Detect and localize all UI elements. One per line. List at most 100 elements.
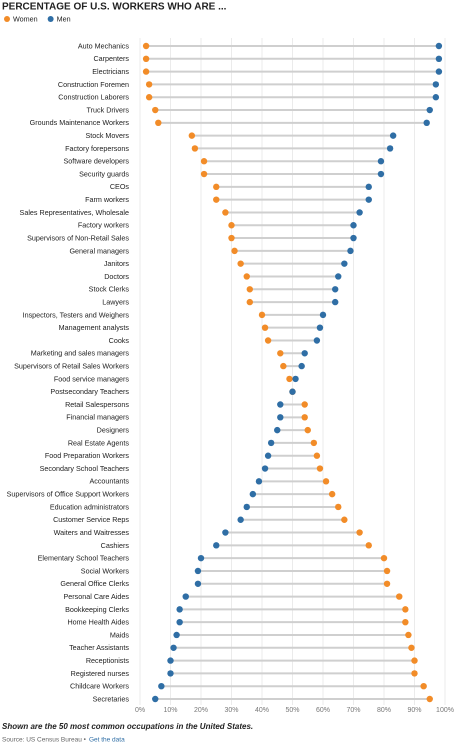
- dot: [435, 55, 443, 63]
- legend-swatch: [4, 16, 10, 22]
- dot: [213, 196, 220, 203]
- dot: [264, 337, 272, 344]
- dot: [145, 94, 153, 101]
- y-tick-label: Food service managers: [54, 374, 130, 383]
- dot: [365, 196, 372, 203]
- y-tick-label: Auto Mechanics: [78, 41, 130, 50]
- source: Source: US Census Bureau •: [2, 737, 87, 744]
- dot: [319, 311, 327, 319]
- dot: [264, 452, 272, 459]
- dot: [280, 362, 287, 370]
- dot: [423, 119, 430, 127]
- y-tick-label: Security guards: [79, 169, 129, 178]
- y-tick-label: Janitors: [104, 259, 130, 268]
- chart-note: Shown are the 50 most common occupations…: [2, 722, 253, 731]
- dot: [313, 337, 321, 344]
- legend-label: Women: [13, 14, 38, 23]
- dot: [435, 68, 443, 75]
- dot: [316, 324, 324, 331]
- source-link[interactable]: Get the data: [89, 737, 125, 744]
- chart-title: PERCENTAGE OF U.S. WORKERS WHO ARE ...: [2, 2, 227, 13]
- dot: [432, 81, 440, 88]
- legend-label: Men: [57, 14, 71, 23]
- dot: [228, 222, 235, 229]
- dot: [277, 414, 284, 421]
- dot: [301, 414, 308, 421]
- dot: [365, 183, 372, 191]
- dot: [170, 644, 177, 651]
- y-tick-label: Receptionists: [86, 656, 130, 665]
- dot: [176, 606, 183, 613]
- dot: [249, 490, 257, 498]
- y-tick-label: Doctors: [104, 272, 129, 281]
- dot: [322, 478, 330, 485]
- y-tick-label: Software developers: [63, 157, 129, 166]
- dot: [411, 657, 418, 664]
- x-tick-label: 20%: [194, 707, 208, 714]
- dot: [332, 286, 339, 293]
- x-tick-label: 100%: [436, 707, 454, 714]
- y-tick-label: Secretaries: [93, 694, 130, 703]
- dot: [304, 426, 311, 434]
- dot: [328, 490, 336, 498]
- dot: [426, 106, 433, 114]
- dot: [347, 247, 354, 255]
- y-tick-label: Construction Foremen: [58, 80, 129, 89]
- dot: [155, 119, 162, 127]
- y-tick-label: Teacher Assistants: [69, 643, 129, 652]
- dot: [142, 55, 150, 63]
- y-tick-label: Marketing and sales managers: [31, 349, 130, 358]
- dot: [194, 580, 202, 587]
- y-tick-label: Supervisors of Retail Sales Workers: [14, 362, 129, 371]
- dot: [188, 132, 196, 139]
- y-tick-label: Grounds Maintenance Workers: [30, 118, 130, 127]
- dot: [292, 375, 299, 383]
- y-tick-label: Home Health Aides: [67, 618, 129, 627]
- x-tick-label: 90%: [407, 707, 421, 714]
- y-tick-label: Financial managers: [66, 413, 129, 422]
- dot: [386, 145, 394, 152]
- dot: [402, 606, 409, 613]
- dot: [383, 580, 391, 587]
- y-tick-label: General managers: [69, 246, 129, 255]
- y-tick-label: Factory workers: [78, 221, 130, 230]
- y-tick-label: Factory forepersons: [65, 144, 129, 153]
- dot: [277, 350, 284, 357]
- y-tick-label: Truck Drivers: [87, 105, 130, 114]
- y-tick-label: Cooks: [109, 336, 130, 345]
- y-tick-label: Bookkeeping Clerks: [65, 605, 129, 614]
- dot: [365, 542, 372, 549]
- y-tick-label: Real Estate Agents: [68, 438, 130, 447]
- y-tick-label: Retail Salespersons: [65, 400, 129, 409]
- dot: [301, 401, 308, 408]
- dot: [341, 516, 348, 523]
- dot: [152, 106, 159, 114]
- y-tick-label: Construction Laborers: [58, 93, 129, 102]
- x-tick-label: 30%: [224, 707, 238, 714]
- dot: [255, 478, 263, 485]
- dot: [289, 388, 296, 395]
- dot: [335, 503, 342, 511]
- y-tick-label: Stock Movers: [85, 131, 129, 140]
- legend-swatch: [47, 16, 54, 22]
- y-tick-label: Management analysts: [59, 323, 130, 332]
- y-tick-label: Food Preparation Workers: [45, 451, 130, 460]
- dot: [350, 234, 357, 242]
- dot: [167, 657, 174, 664]
- y-tick-label: Farm workers: [85, 195, 129, 204]
- dot: [222, 529, 229, 536]
- dot: [389, 132, 397, 139]
- dot: [298, 362, 305, 370]
- y-tick-label: Elementary School Teachers: [38, 554, 130, 563]
- dot: [246, 286, 253, 293]
- dot: [402, 618, 409, 626]
- dot: [243, 273, 250, 280]
- x-tick-label: 50%: [285, 707, 299, 714]
- y-tick-label: Childcare Workers: [70, 682, 129, 691]
- dot: [197, 554, 205, 562]
- y-tick-label: General Office Clerks: [60, 579, 129, 588]
- dot: [356, 209, 363, 216]
- y-tick-label: Stock Clerks: [89, 285, 130, 294]
- dot: [228, 234, 235, 242]
